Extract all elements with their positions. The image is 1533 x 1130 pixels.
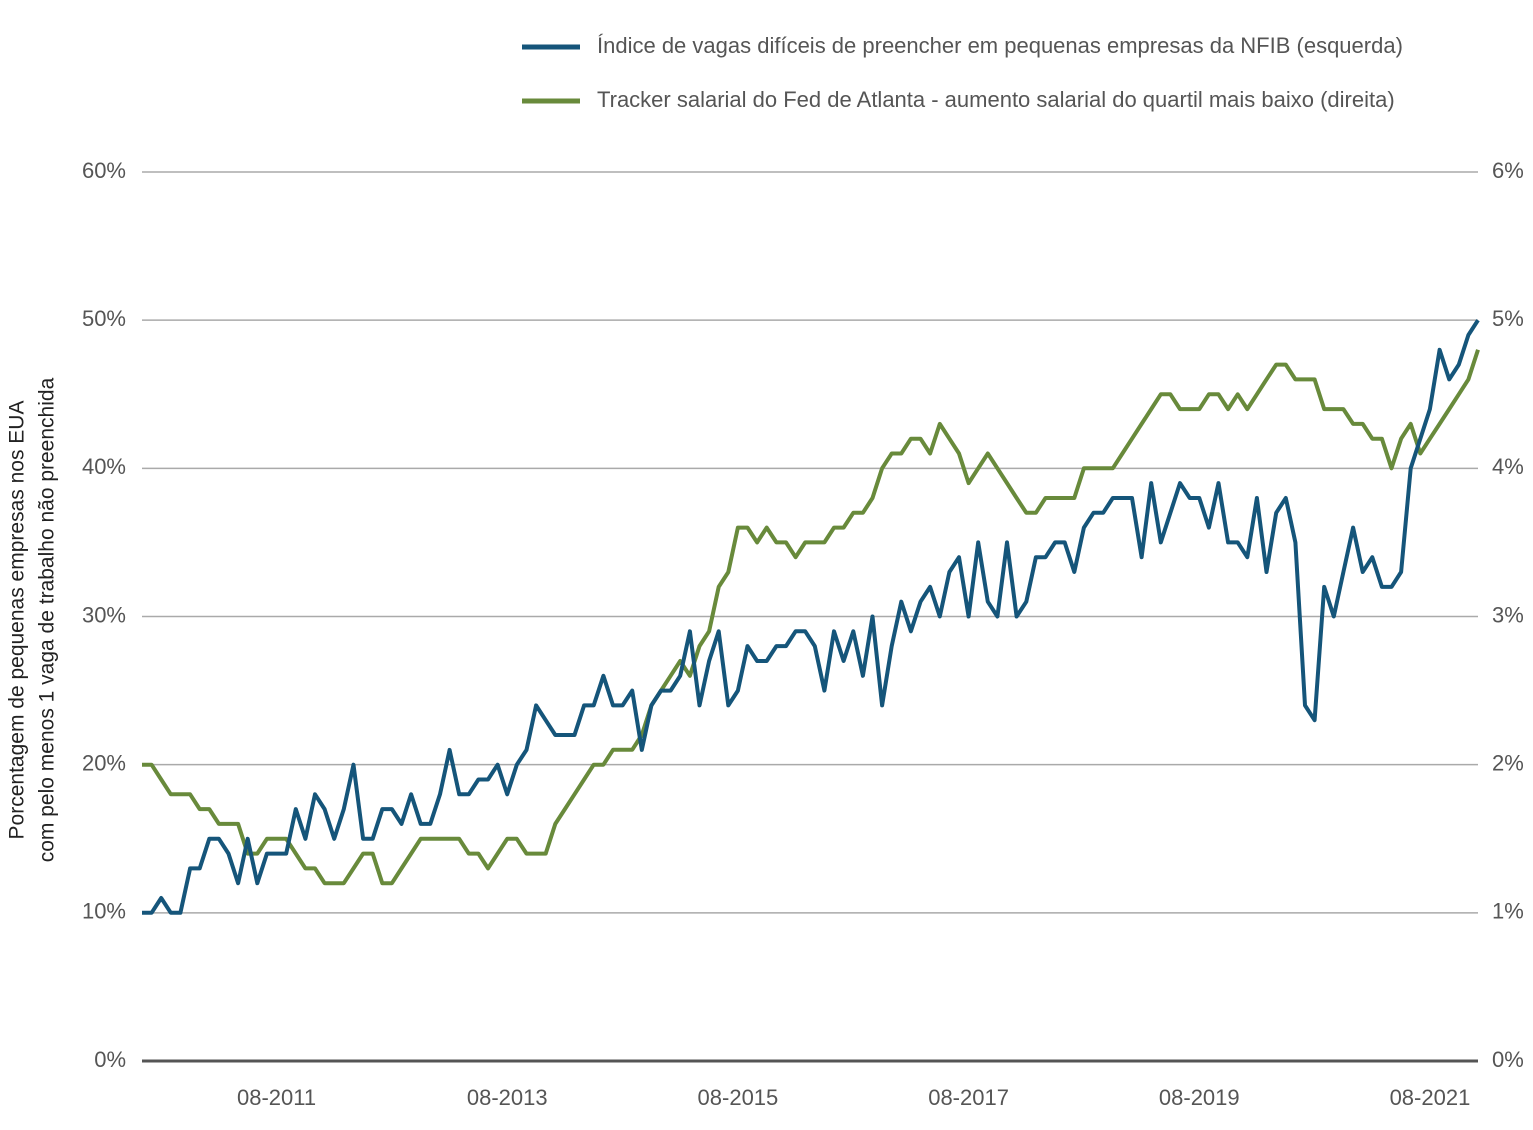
y-axis-title: com pelo menos 1 vaga de trabalho não pr… <box>36 377 59 862</box>
x-tick-label: 08-2021 <box>1390 1085 1471 1110</box>
legend-label: Tracker salarial do Fed de Atlanta - aum… <box>597 87 1395 112</box>
y-tick-label: 0% <box>94 1047 126 1072</box>
y-axis-title: Porcentagem de pequenas empresas nos EUA <box>6 401 29 840</box>
y-tick-label: 50% <box>82 306 126 331</box>
series-line <box>142 349 1480 886</box>
y2-tick-label: 4% <box>1492 454 1524 479</box>
y2-tick-label: 1% <box>1492 899 1524 924</box>
y2-tick-label: 0% <box>1492 1047 1524 1072</box>
y-tick-label: 60% <box>82 158 126 183</box>
y2-tick-label: 2% <box>1492 750 1524 775</box>
y2-tick-label: 5% <box>1492 306 1524 331</box>
x-tick-label: 08-2013 <box>467 1085 548 1110</box>
x-tick-label: 08-2011 <box>237 1085 316 1110</box>
y-tick-label: 40% <box>82 454 126 479</box>
x-tick-label: 08-2015 <box>698 1085 779 1110</box>
y-tick-label: 10% <box>82 899 126 924</box>
y2-tick-label: 6% <box>1492 158 1524 183</box>
y2-tick-label: 3% <box>1492 602 1524 627</box>
x-tick-label: 08-2017 <box>928 1085 1009 1110</box>
legend-label: Índice de vagas difíceis de preencher em… <box>597 33 1403 58</box>
y-tick-label: 20% <box>82 750 126 775</box>
series-line <box>142 319 1480 915</box>
y-tick-label: 30% <box>82 602 126 627</box>
x-tick-label: 08-2019 <box>1159 1085 1240 1110</box>
